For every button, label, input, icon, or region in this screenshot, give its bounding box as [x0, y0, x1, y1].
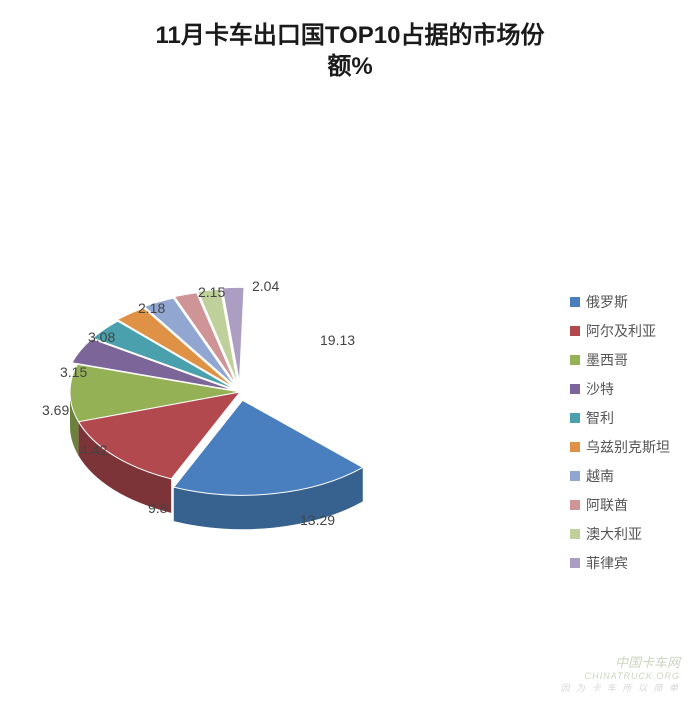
title-line2: 额% — [327, 53, 372, 80]
legend-swatch — [570, 558, 580, 568]
slice-value-label: 19.13 — [320, 332, 355, 348]
legend-swatch — [570, 297, 580, 307]
legend-label: 越南 — [586, 466, 614, 486]
slice-value-label: 4.42 — [80, 442, 107, 458]
legend-item: 墨西哥 — [570, 350, 670, 370]
legend-swatch — [570, 326, 580, 336]
legend-label: 俄罗斯 — [586, 292, 628, 312]
legend-swatch — [570, 413, 580, 423]
legend-item: 阿联酋 — [570, 495, 670, 515]
legend: 俄罗斯阿尔及利亚墨西哥沙特智利乌兹别克斯坦越南阿联酋澳大利亚菲律宾 — [570, 292, 670, 582]
slice-value-label: 3.69 — [42, 402, 69, 418]
slice-value-label: 3.08 — [88, 329, 115, 345]
legend-swatch — [570, 500, 580, 510]
legend-item: 乌兹别克斯坦 — [570, 437, 670, 457]
legend-label: 菲律宾 — [586, 553, 628, 573]
legend-label: 阿联酋 — [586, 495, 628, 515]
watermark: 中国卡车网 CHINATRUCK.ORG 因 为 卡 车 所 以 简 单 — [560, 652, 680, 694]
legend-label: 乌兹别克斯坦 — [586, 437, 670, 457]
legend-swatch — [570, 384, 580, 394]
legend-item: 阿尔及利亚 — [570, 321, 670, 341]
watermark-line1: 中国卡车网 — [560, 652, 680, 671]
watermark-line2: CHINATRUCK.ORG — [560, 671, 680, 681]
slice-value-label: 2.18 — [138, 300, 165, 316]
legend-item: 澳大利亚 — [570, 524, 670, 544]
legend-label: 阿尔及利亚 — [586, 321, 656, 341]
legend-item: 智利 — [570, 408, 670, 428]
legend-item: 俄罗斯 — [570, 292, 670, 312]
legend-label: 墨西哥 — [586, 350, 628, 370]
legend-item: 越南 — [570, 466, 670, 486]
slice-value-label: 2.15 — [198, 284, 225, 300]
legend-swatch — [570, 529, 580, 539]
legend-item: 沙特 — [570, 379, 670, 399]
legend-swatch — [570, 471, 580, 481]
legend-swatch — [570, 442, 580, 452]
legend-item: 菲律宾 — [570, 553, 670, 573]
slice-value-label: 3.15 — [60, 364, 87, 380]
legend-label: 澳大利亚 — [586, 524, 642, 544]
title-line1: 11月卡车出口国TOP10占据的市场份 — [156, 22, 545, 49]
legend-swatch — [570, 355, 580, 365]
pie-chart — [0, 82, 520, 642]
slice-value-label: 2.04 — [252, 278, 279, 294]
legend-label: 智利 — [586, 408, 614, 428]
slice-value-label: 9.8 — [148, 500, 167, 516]
legend-label: 沙特 — [586, 379, 614, 399]
slice-value-label: 13.29 — [300, 512, 335, 528]
chart-title: 11月卡车出口国TOP10占据的市场份 额% — [0, 0, 700, 82]
watermark-sub: 因 为 卡 车 所 以 简 单 — [560, 681, 680, 694]
chart-area: 19.13 13.29 9.8 4.42 3.69 3.15 3.08 2.18 2.15 2.0… — [0, 82, 700, 582]
